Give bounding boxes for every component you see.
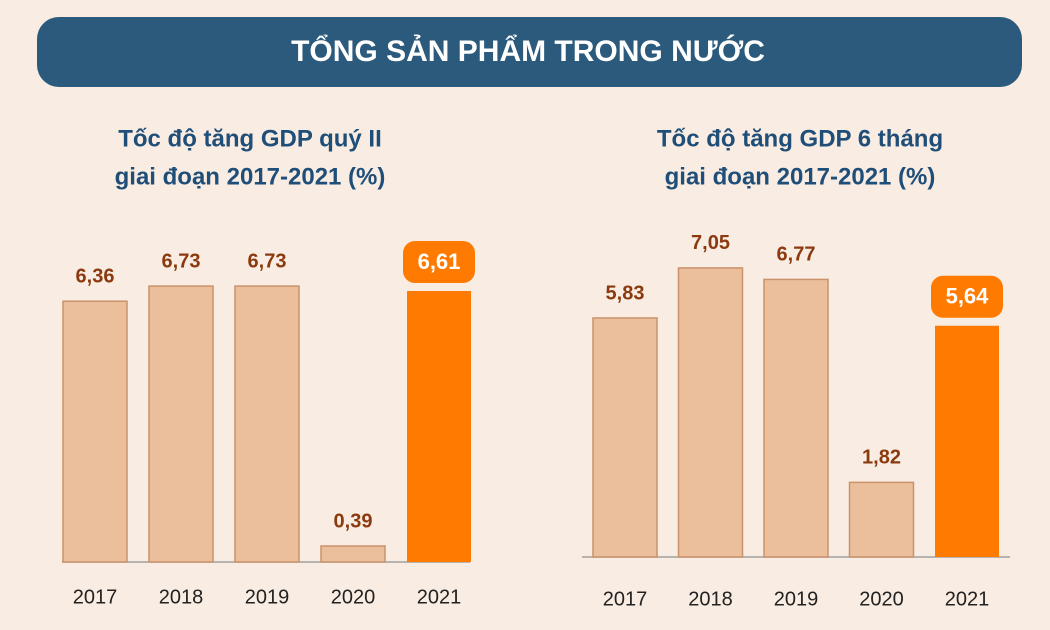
bar: [62, 300, 128, 563]
value-badge: [403, 240, 475, 283]
bar: [407, 290, 471, 562]
bar: [935, 325, 999, 557]
header-banner: [37, 17, 1022, 87]
bar: [763, 278, 829, 558]
value-label: 6,73: [162, 250, 201, 272]
x-tick-label: 2017: [73, 586, 118, 608]
x-tick-label: 2018: [159, 586, 204, 608]
x-tick-label: 2017: [603, 588, 648, 610]
bar: [677, 267, 744, 558]
value-label: 1,82: [862, 447, 901, 469]
x-tick-label: 2019: [774, 588, 819, 610]
chart-title: Tốc độ tăng GDP quý II: [118, 125, 382, 152]
bar: [320, 545, 386, 563]
value-label: 5,83: [606, 282, 645, 304]
value-label: 5,64: [946, 284, 990, 309]
value-label: 6,73: [248, 250, 287, 272]
x-tick-label: 2019: [245, 586, 290, 608]
bar: [848, 481, 915, 558]
x-tick-label: 2018: [688, 588, 733, 610]
value-label: 7,05: [691, 232, 730, 254]
bar: [234, 285, 300, 563]
x-tick-label: 2020: [859, 588, 904, 610]
bar: [592, 317, 658, 558]
chart-title: giai đoạn 2017-2021 (%): [665, 163, 936, 190]
value-badge: [931, 275, 1003, 318]
chart-title: giai đoạn 2017-2021 (%): [115, 163, 386, 190]
x-tick-label: 2021: [417, 586, 462, 608]
value-label: 0,39: [334, 510, 373, 532]
header-title: TỔNG SẢN PHẨM TRONG NƯỚC: [291, 34, 765, 68]
value-label: 6,61: [418, 249, 461, 274]
x-tick-label: 2021: [945, 588, 990, 610]
chart-title: Tốc độ tăng GDP 6 tháng: [657, 125, 943, 152]
x-tick-label: 2020: [331, 586, 376, 608]
bar: [148, 285, 214, 563]
value-label: 6,77: [777, 244, 816, 266]
value-label: 6,36: [76, 266, 115, 288]
